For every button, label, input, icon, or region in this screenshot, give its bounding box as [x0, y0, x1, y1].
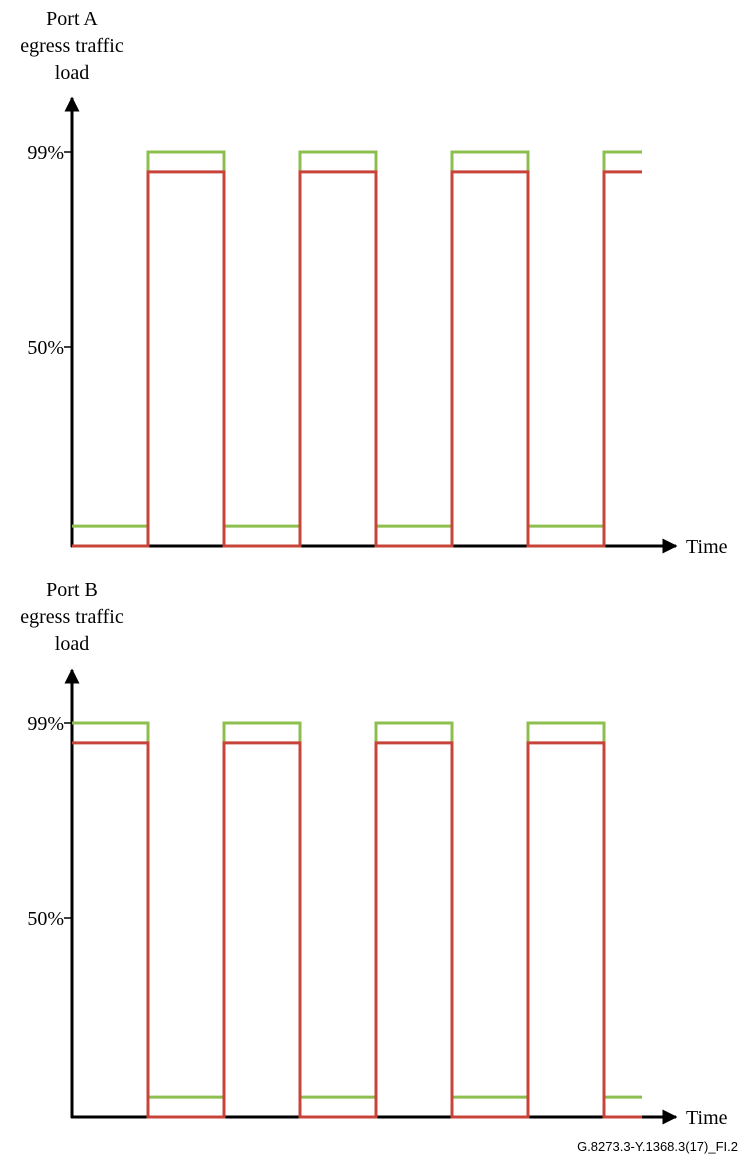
- series-line-green: [72, 721, 642, 1099]
- series-line-red: [72, 170, 642, 548]
- y-axis-label-line: egress traffic: [20, 606, 124, 628]
- y-tick-label: 99%: [27, 142, 64, 164]
- y-axis-label-line: Port B: [46, 579, 98, 601]
- y-axis-label-line: load: [55, 633, 89, 655]
- series-line-red: [72, 741, 642, 1119]
- y-tick-label: 99%: [27, 713, 64, 735]
- x-axis-label: Time: [686, 536, 728, 558]
- y-axis-label-line: Port A: [46, 8, 98, 30]
- figure-reference: G.8273.3-Y.1368.3(17)_FI.2: [577, 1139, 738, 1154]
- panel-port-a: Port A egress traffic load Time 50% 99%: [20, 8, 727, 558]
- x-axis-label: Time: [686, 1107, 728, 1129]
- y-axis-label-line: egress traffic: [20, 35, 124, 57]
- panel-port-b: Port B egress traffic load Time 50% 99%: [20, 579, 727, 1129]
- y-axis-label-line: load: [55, 62, 89, 84]
- y-tick-label: 50%: [27, 908, 64, 930]
- y-tick-label: 50%: [27, 337, 64, 359]
- series-line-green: [72, 150, 642, 528]
